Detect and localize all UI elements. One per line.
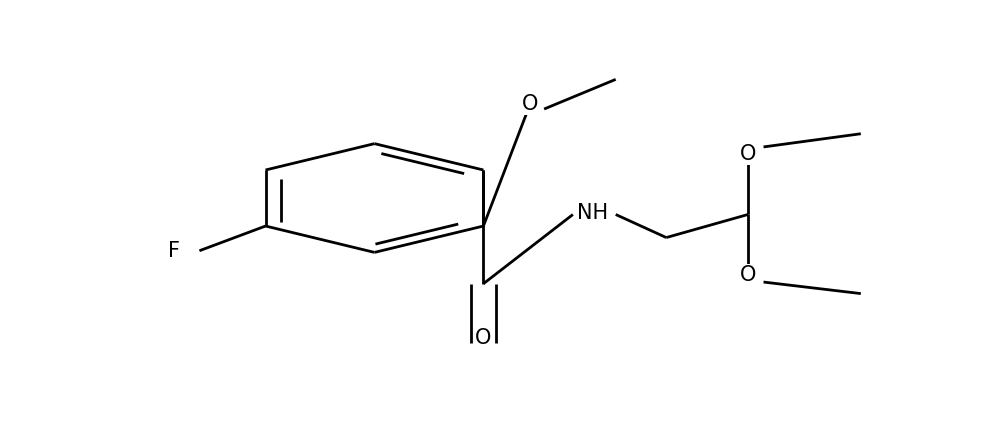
Text: O: O [522, 94, 538, 114]
Text: O: O [739, 143, 755, 163]
Text: F: F [168, 241, 180, 261]
Text: O: O [474, 328, 491, 348]
Text: NH: NH [576, 203, 608, 223]
Text: O: O [739, 265, 755, 285]
